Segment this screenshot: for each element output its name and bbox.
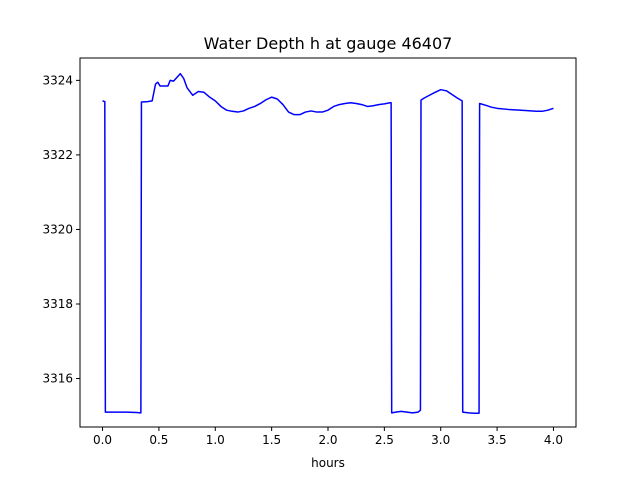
series-line-0 [102,72,554,414]
x-tick-label: 1.5 [262,433,281,447]
x-axis-label: hours [311,456,345,470]
plot-frame [79,57,577,428]
x-tick-label: 2.0 [318,433,337,447]
x-tick-label: 3.0 [431,433,450,447]
x-tick-label: 4.0 [544,433,563,447]
x-axis: 0.0 0.5 1.0 1.5 2.0 2.5 3.0 3.5 4.0 [93,427,563,447]
y-axis: 3316 3318 3320 3322 3324 [42,73,80,386]
x-tick-label: 3.5 [488,433,507,447]
x-tick-label: 0.5 [149,433,168,447]
x-tick-label: 1.0 [206,433,225,447]
y-tick-label: 3324 [42,73,73,87]
y-tick-label: 3316 [42,372,73,386]
y-tick-label: 3318 [42,297,73,311]
x-tick-label: 2.5 [375,433,394,447]
y-tick-label: 3322 [42,148,73,162]
series-layer [102,72,554,414]
chart-title: Water Depth h at gauge 46407 [204,34,453,53]
y-tick-label: 3320 [42,222,73,236]
plot-area: 0.0 0.5 1.0 1.5 2.0 2.5 3.0 3.5 4.0 3316 3318 3320… [42,57,577,447]
x-tick-label: 0.0 [93,433,112,447]
